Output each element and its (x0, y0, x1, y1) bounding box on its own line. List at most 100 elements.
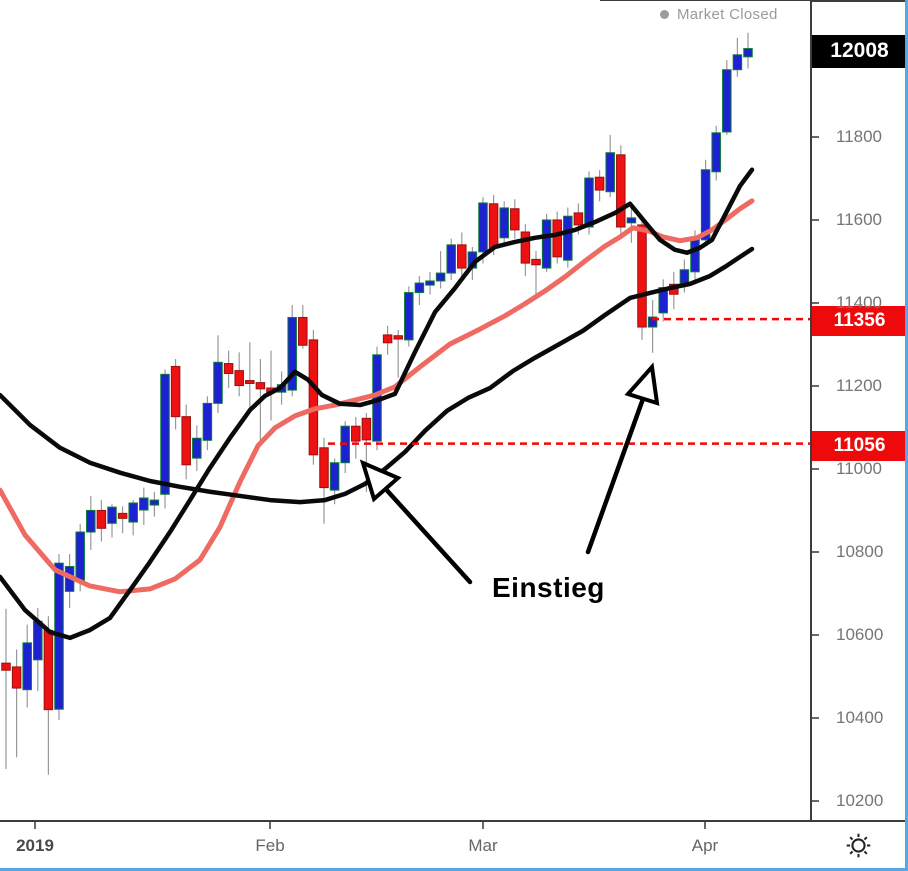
candle-up (192, 437, 202, 459)
price-tick (812, 716, 819, 719)
ma-slow-black (0, 246, 755, 505)
price-tick-label: 11600 (836, 209, 883, 229)
candle-down (298, 316, 308, 346)
candle-up (499, 207, 509, 239)
candle-up (425, 280, 435, 286)
candle-up (722, 69, 732, 133)
price-tick-label: 10400 (836, 707, 884, 727)
candle-down (1, 662, 11, 671)
candle-up (404, 292, 414, 341)
candle-down (382, 334, 393, 344)
time-tick-label-2019: 2019 (16, 836, 54, 855)
price-tick-label: 11400 (836, 292, 883, 312)
candle-up (626, 217, 637, 224)
price-tick (812, 301, 819, 304)
candle-up (329, 462, 340, 491)
ma-salmon (0, 198, 755, 595)
candle-up (584, 177, 594, 228)
candle-down (488, 203, 499, 249)
candle-up (700, 169, 711, 241)
candle-down (531, 258, 541, 266)
price-tick (812, 550, 819, 553)
time-tick-label-Feb: Feb (255, 836, 285, 855)
candle-up (86, 509, 96, 533)
candle-down (170, 365, 181, 418)
time-tick-label-Apr: Apr (691, 836, 719, 855)
candle-down (594, 176, 605, 191)
candle-up (679, 269, 690, 284)
candle-down (96, 509, 107, 529)
time-tick (704, 822, 706, 829)
candle-up (213, 361, 223, 404)
candle-up (690, 237, 700, 273)
candle-down (234, 370, 244, 387)
price-tick (812, 799, 819, 802)
price-tick (812, 218, 819, 221)
time-tick (34, 822, 36, 829)
annotation-arrow-head (359, 459, 402, 503)
entry-annotation-label: Einstieg (492, 572, 605, 603)
candle-up (287, 316, 297, 391)
annotation-arrow-shaft (380, 483, 473, 585)
level-price-badge-11356: 11356 (812, 306, 907, 337)
candle-down (255, 382, 266, 390)
price-tick-label: 11800 (836, 126, 883, 146)
time-axis[interactable]: 2019 Feb Mar Apr (0, 820, 908, 868)
candle-up (446, 244, 456, 274)
candle-up (202, 402, 213, 441)
widget-border-right (905, 0, 908, 871)
candle-up (414, 282, 425, 294)
candle-down (351, 425, 361, 442)
candle-down (637, 224, 647, 328)
candle-down (223, 363, 234, 375)
market-status-label: Market Closed (677, 6, 778, 23)
gear-icon (846, 833, 871, 857)
candle-up (128, 502, 138, 523)
candle-down (552, 219, 562, 258)
price-tick (812, 384, 819, 387)
widget-border-bottom (0, 868, 908, 871)
candle-up (711, 132, 721, 173)
candle-up (33, 620, 43, 661)
candle-down (520, 231, 531, 264)
price-tick (812, 633, 819, 636)
candle-up (478, 202, 488, 253)
candle-up (435, 272, 446, 282)
candle-down (510, 208, 520, 231)
annotation-arrow-shaft (585, 393, 647, 555)
price-tick-label: 10800 (836, 541, 884, 561)
candle-up (605, 152, 615, 193)
candle-down (245, 380, 255, 384)
price-tick-label: 11000 (836, 458, 883, 478)
annotation-arrow-head (624, 362, 660, 406)
candle-down (11, 666, 22, 689)
axis-settings-button[interactable] (812, 822, 905, 868)
candle-down (616, 154, 626, 228)
ma-fast-black (0, 167, 755, 641)
candle-down (43, 629, 54, 711)
candle-up (541, 219, 552, 269)
candle-down (117, 512, 128, 519)
candle-down (308, 339, 319, 456)
chart-top-border (600, 0, 908, 1)
candle-down (319, 447, 329, 489)
time-tick-label-Mar: Mar (468, 836, 498, 855)
candle-up (139, 497, 149, 511)
candle-down (457, 244, 467, 269)
candle-up (563, 215, 573, 261)
candle-up (743, 48, 753, 58)
candle-up (149, 499, 160, 506)
market-status: Market Closed (660, 6, 778, 23)
level-price-badge-11056: 11056 (812, 430, 907, 461)
candle-down (181, 416, 191, 466)
market-status-dot-icon (660, 10, 669, 19)
candle-up (732, 54, 743, 71)
candle-up (160, 373, 170, 495)
time-tick (482, 822, 484, 829)
price-axis[interactable]: 12008 11356 11056 11800 11600 11400 11200 11… (810, 0, 907, 868)
candle-up (107, 506, 117, 524)
price-tick (812, 467, 819, 470)
price-tick-label: 10200 (836, 790, 884, 810)
